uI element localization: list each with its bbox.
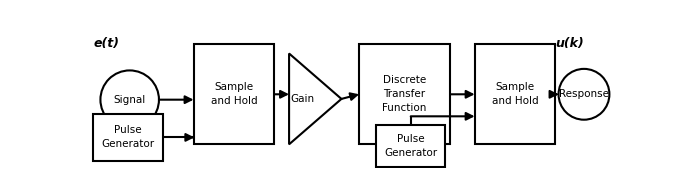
Bar [376, 125, 445, 167]
Text: Signal: Signal [114, 95, 146, 105]
Bar [359, 44, 450, 144]
Text: Pulse
Generator: Pulse Generator [101, 125, 155, 149]
Text: Gain: Gain [290, 94, 314, 104]
Text: Response: Response [559, 89, 609, 99]
Text: u(k): u(k) [556, 36, 584, 50]
Bar [93, 114, 163, 161]
Text: Sample
and Hold: Sample and Hold [492, 82, 538, 106]
Text: e(t): e(t) [93, 36, 119, 50]
Text: Sample
and Hold: Sample and Hold [211, 82, 258, 106]
Text: Pulse
Generator: Pulse Generator [384, 134, 437, 158]
Bar [194, 44, 275, 144]
Text: Discrete
Transfer
Function: Discrete Transfer Function [382, 75, 427, 113]
Bar [475, 44, 556, 144]
